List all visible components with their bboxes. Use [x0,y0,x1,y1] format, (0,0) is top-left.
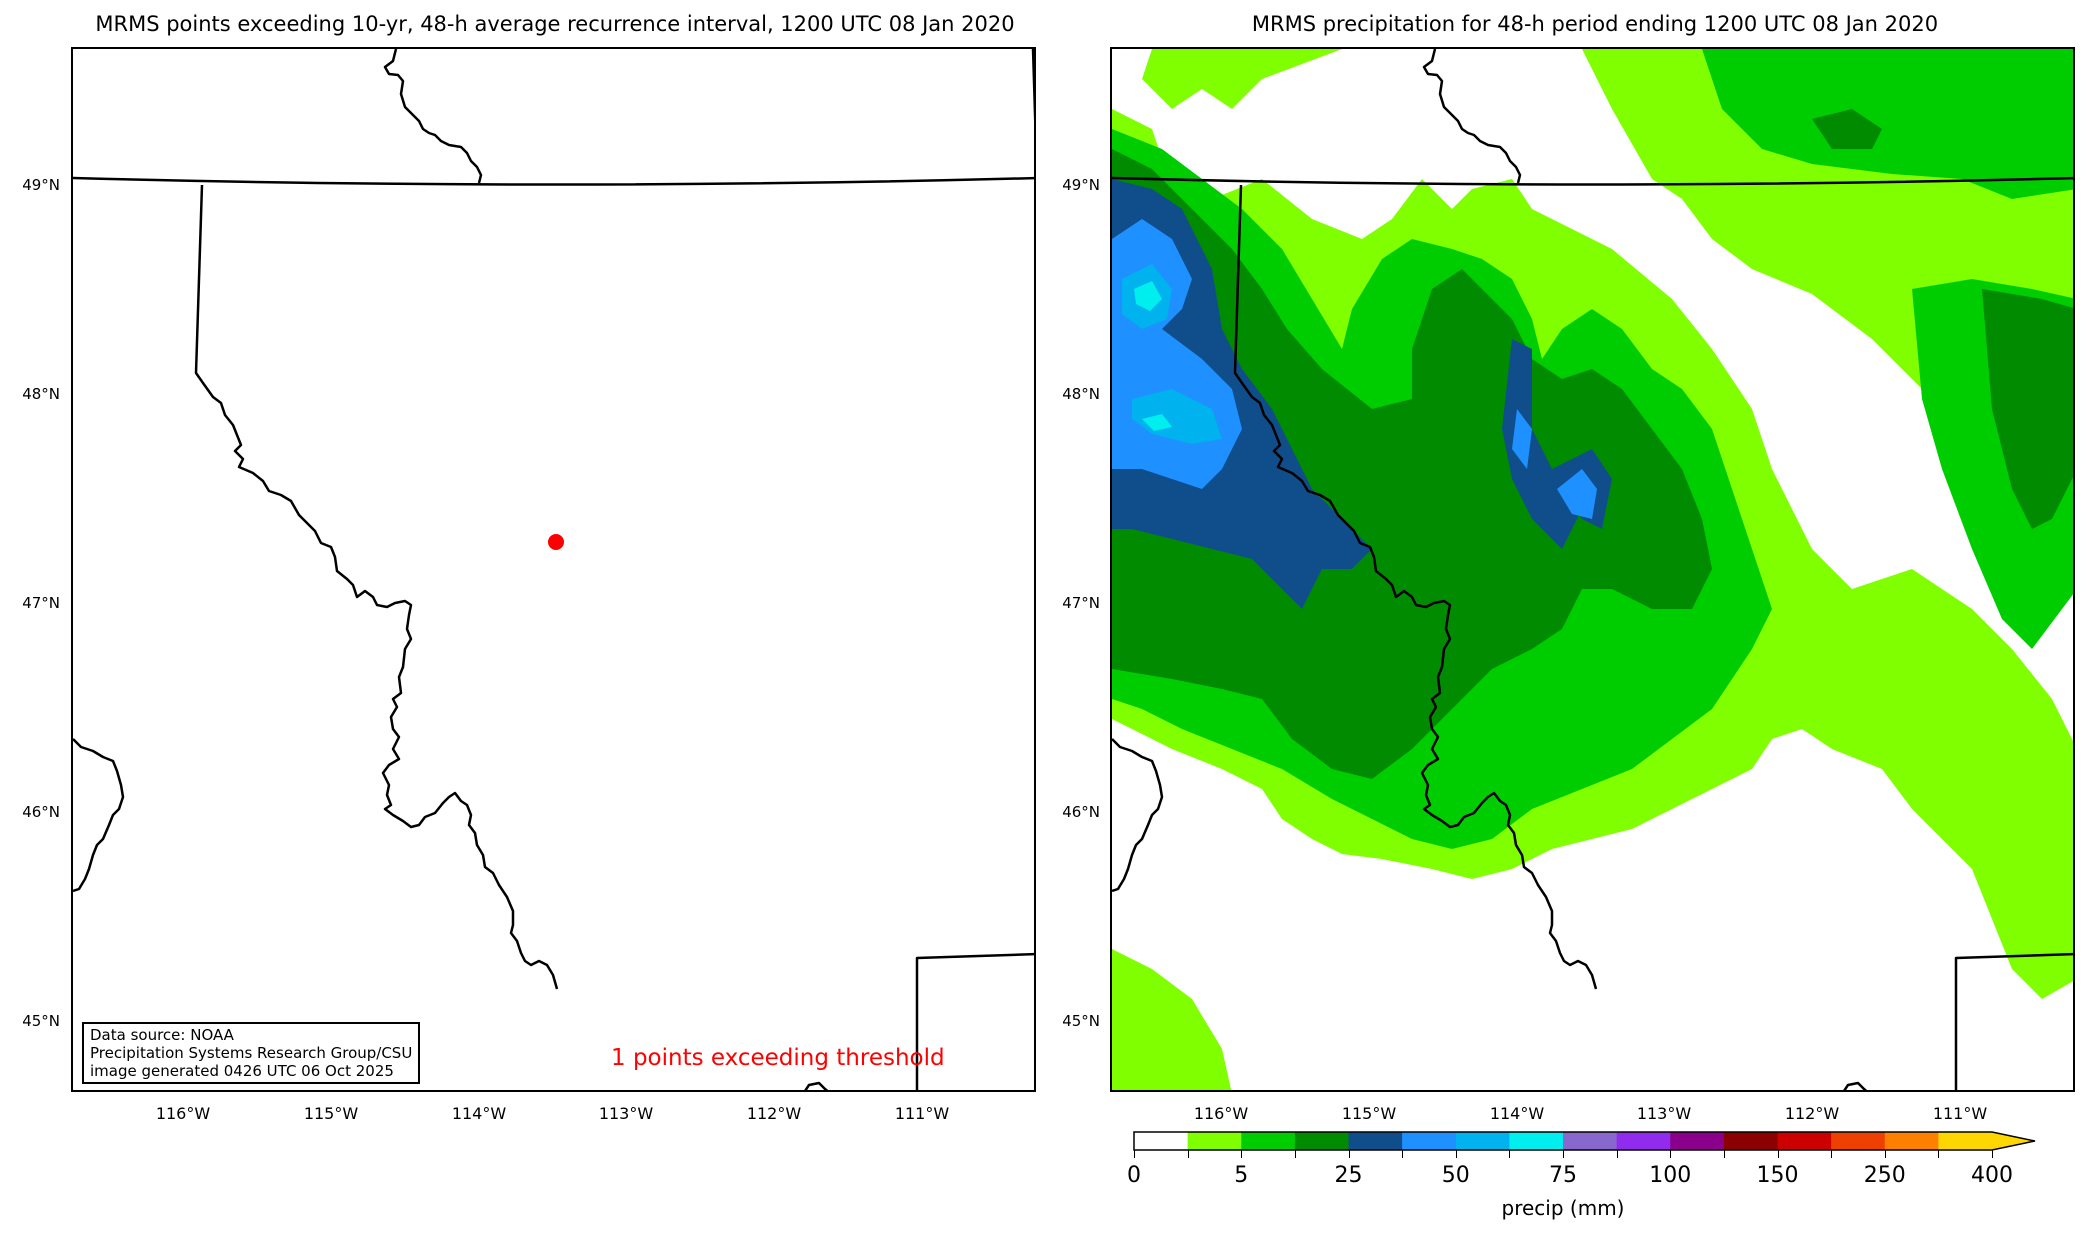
right-lon-label-114: 114°W [1489,1104,1545,1123]
colorbar-tick [1134,1150,1135,1158]
colorbar-tick [1348,1150,1350,1158]
river-boundary-southeast [1843,1081,1868,1090]
lon-label-111: 111°W [894,1104,950,1123]
colorbar-tick-label: 150 [1756,1163,1799,1188]
colorbar-outline [1133,1131,2036,1151]
colorbar-tick-label: 250 [1863,1163,1906,1188]
colorbar-label: precip (mm) [1501,1196,1625,1220]
colorbar-bin [1777,1132,1832,1150]
precip-field [1112,49,2073,1090]
colorbar-tick [1241,1150,1243,1158]
colorbar-tick [1563,1150,1564,1158]
river-boundary-southwest [73,738,125,893]
right-lon-label-112: 112°W [1784,1104,1840,1123]
colorbar [1133,1131,2036,1151]
colorbar-tick-label: 0 [1127,1163,1141,1188]
river-boundary-north [1422,49,1522,184]
wyoming-border [1954,952,2073,1090]
canada-border [73,176,1034,186]
lat-label-47: 47°N [22,594,60,612]
colorbar-bin [1241,1132,1296,1150]
generated-line: image generated 0426 UTC 06 Oct 2025 [90,1062,394,1080]
lon-label-114: 114°W [451,1104,507,1123]
right-panel-title: MRMS precipitation for 48-h period endin… [1251,12,1939,36]
canada-border [1112,176,2073,186]
colorbar-tick [1884,1150,1886,1158]
right-lon-label-111: 111°W [1932,1104,1988,1123]
colorbar-bin [1563,1132,1618,1150]
right-lon-label-116: 116°W [1193,1104,1249,1123]
lon-label-116: 116°W [155,1104,211,1123]
colorbar-bin [1509,1132,1564,1150]
east-edge-line [1031,49,1034,122]
colorbar-tick-label: 50 [1441,1163,1470,1188]
river-boundary-north [383,49,483,184]
colorbar-tick [1509,1150,1511,1158]
colorbar-tick [1187,1150,1189,1158]
precip-level-10-25 [1112,109,2073,779]
lon-label-115: 115°W [303,1104,359,1123]
lon-label-113: 113°W [598,1104,654,1123]
lat-label-45: 45°N [22,1012,60,1030]
data-source-box: Data source: NOAA Precipitation Systems … [82,1022,421,1084]
colorbar-tick [1938,1150,1940,1158]
colorbar-tick [1777,1150,1779,1158]
colorbar-tick-label: 75 [1549,1163,1577,1188]
colorbar-tick-label: 25 [1334,1163,1363,1188]
wyoming-border [915,952,1034,1090]
river-boundary-southwest [1112,738,1164,893]
right-lat-label-46: 46°N [1062,803,1100,821]
colorbar-tick [1294,1150,1296,1158]
idaho-montana-border [194,184,559,990]
colorbar-tick [1831,1150,1833,1158]
colorbar-tick [1670,1150,1672,1158]
colorbar-bin [1723,1132,1778,1150]
right-map [1110,47,2075,1092]
colorbar-tick [1616,1150,1618,1158]
lon-label-112: 112°W [746,1104,802,1123]
colorbar-bin [1831,1132,1886,1150]
data-source-line: Data source: NOAA [90,1026,234,1044]
left-panel-title: MRMS points exceeding 10-yr, 48-h averag… [95,12,1015,36]
lat-label-48: 48°N [22,385,60,403]
colorbar-tick [1992,1150,1993,1158]
right-lat-label-45: 45°N [1062,1012,1100,1030]
colorbar-bin [1670,1132,1725,1150]
colorbar-bin [1402,1132,1457,1150]
right-lon-label-113: 113°W [1636,1104,1692,1123]
colorbar-bin [1616,1132,1671,1150]
credit-line: Precipitation Systems Research Group/CSU [90,1044,413,1062]
left-map [71,47,1036,1092]
right-lon-label-115: 115°W [1341,1104,1397,1123]
colorbar-tick-label: 5 [1234,1163,1249,1188]
colorbar-bin [1134,1132,1189,1150]
right-lat-label-48: 48°N [1062,385,1100,403]
left-map-boundaries [73,49,1034,1090]
lat-label-46: 46°N [22,803,60,821]
exceedance-point [548,534,564,550]
lat-label-49: 49°N [22,176,60,194]
exceedance-count-note: 1 points exceeding threshold [611,1045,945,1071]
colorbar-bin [1187,1132,1242,1150]
colorbar-bin [1348,1132,1403,1150]
colorbar-tick [1723,1150,1725,1158]
colorbar-bin [1938,1132,2035,1150]
precip-level-62-75 [1134,281,1172,431]
colorbar-bin [1884,1132,1939,1150]
colorbar-tick-label: 400 [1971,1163,2013,1188]
colorbar-bin [1455,1132,1510,1150]
colorbar-tick-label: 100 [1649,1163,1692,1188]
right-lat-label-49: 49°N [1062,176,1100,194]
colorbar-bins [1134,1132,2035,1150]
river-boundary-southeast [804,1081,829,1090]
colorbar-tick [1402,1150,1404,1158]
colorbar-bin [1294,1132,1349,1150]
colorbar-tick [1455,1150,1457,1158]
idaho-montana-border [1233,184,1598,990]
right-lat-label-47: 47°N [1062,594,1100,612]
